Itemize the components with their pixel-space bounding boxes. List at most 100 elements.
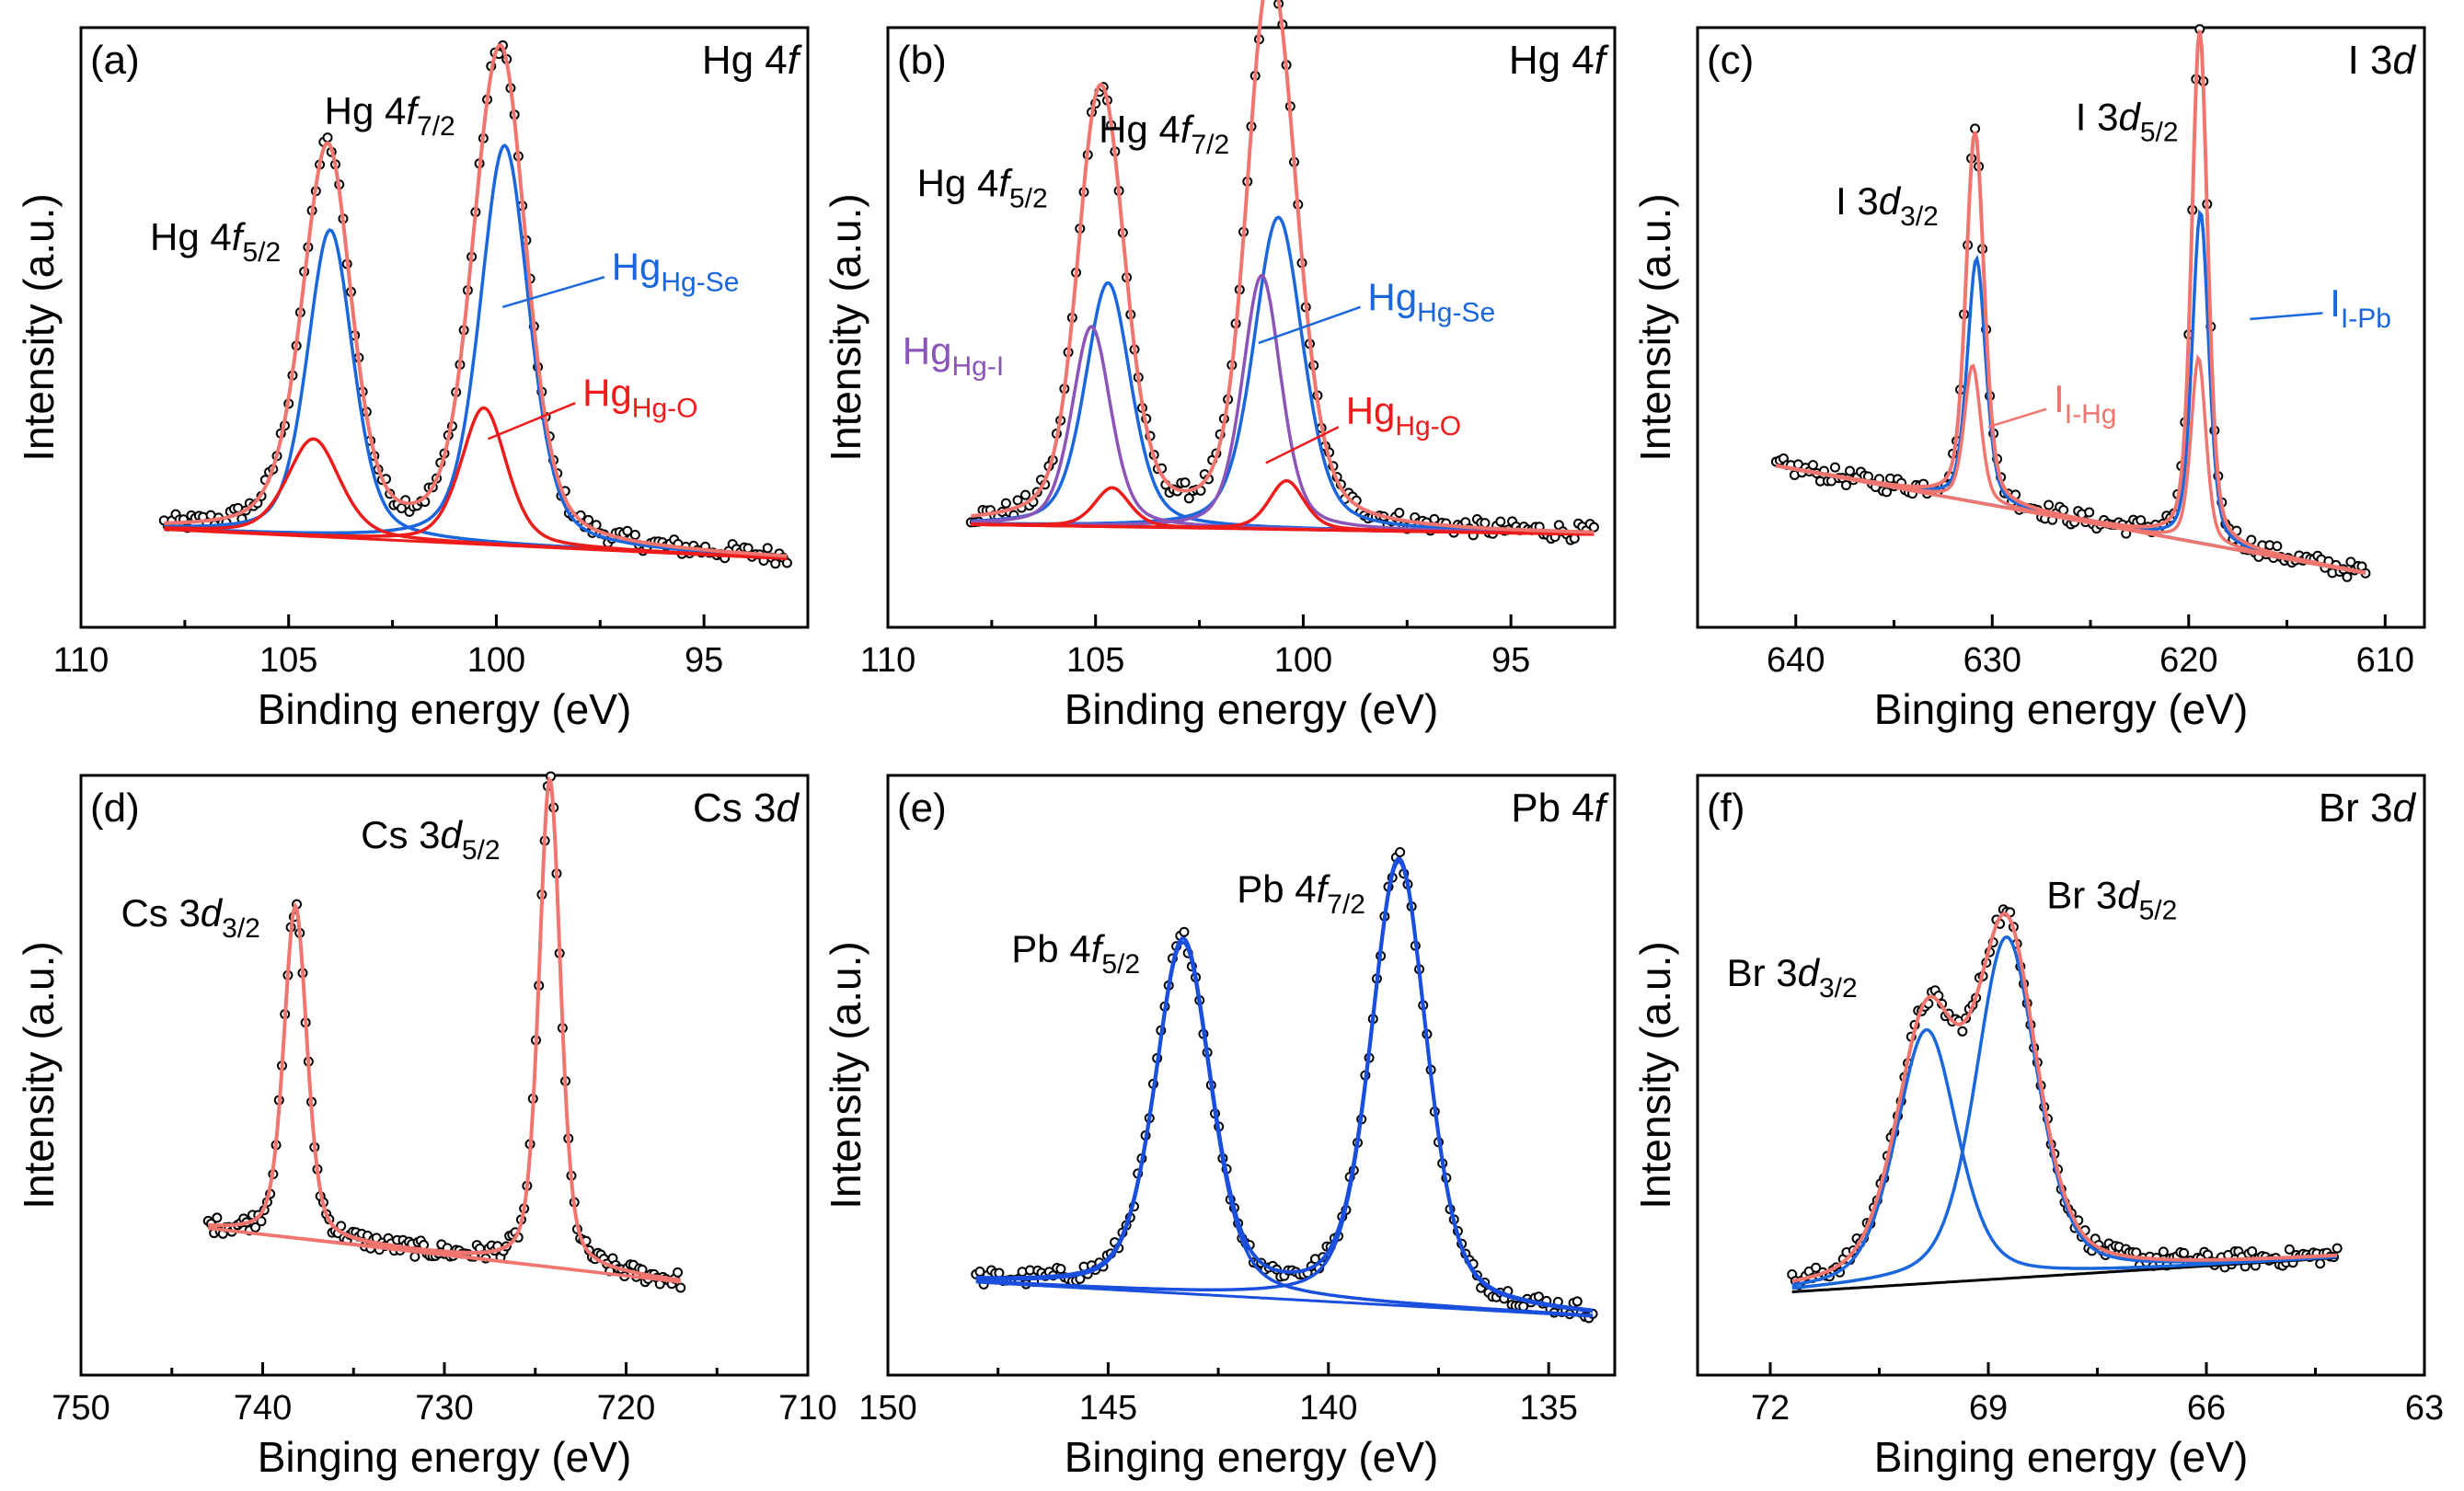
data-point (396, 502, 407, 513)
x-tick-label: 630 (1963, 641, 2021, 680)
data-point (1844, 465, 1855, 476)
x-tick-label: 110 (860, 641, 916, 680)
data-point (2345, 556, 2356, 568)
data-point (2332, 1243, 2343, 1254)
peak-curve (1776, 354, 2366, 575)
panel-letter: (f) (1707, 786, 1745, 831)
x-tick-label: 66 (2187, 1389, 2226, 1428)
x-tick-label: 145 (1079, 1389, 1137, 1428)
data-point (2342, 571, 2353, 582)
data-point (409, 1251, 420, 1262)
data-points (971, 846, 1598, 1324)
peak-curve (971, 324, 1595, 536)
x-tick-label: 730 (415, 1389, 473, 1428)
x-axis-title: Binging energy (eV) (1065, 1433, 1439, 1481)
plot-frame (79, 26, 810, 629)
panel-letter: (d) (90, 786, 140, 831)
data-point (781, 557, 792, 568)
peak-annotation: Hg 4f5/2 (150, 215, 281, 268)
annotation-leader (487, 402, 576, 441)
data-point (1183, 493, 1194, 504)
panel-letter: (c) (1707, 38, 1754, 83)
x-tick-label: 140 (1299, 1389, 1357, 1428)
data-point (1588, 522, 1599, 533)
data-point (2284, 1244, 2295, 1255)
y-axis-title: Intensity (a.u.) (822, 941, 869, 1209)
plot-frame (79, 774, 810, 1377)
data-point (1495, 516, 1506, 527)
data-point (2158, 1246, 2169, 1257)
data-point (1395, 846, 1406, 857)
data-point (675, 1282, 686, 1293)
data-point (1020, 489, 1031, 500)
data-point (629, 529, 640, 540)
x-tick-label: 720 (597, 1389, 655, 1428)
data-points (158, 40, 792, 569)
panel-c: 640 630 620 610 Binging energy (eV) Intensity… (1631, 24, 2426, 733)
data-point (250, 1221, 261, 1233)
peak-curve (1791, 935, 2338, 1290)
data-point (1000, 498, 1011, 509)
data-point (212, 1212, 223, 1223)
y-axis-title: Intensity (a.u.) (1631, 193, 1679, 461)
data-point (1811, 1262, 1822, 1273)
data-point (622, 525, 633, 536)
x-tick-label: 63 (2405, 1389, 2444, 1428)
y-axis-title: Intensity (a.u.) (15, 941, 63, 1209)
peak-curve (164, 406, 788, 560)
peak-annotation: Hg 4f7/2 (325, 89, 455, 142)
annotation-leader (501, 276, 605, 309)
region-label: Hg 4f (1509, 38, 1610, 83)
peak-curve (975, 940, 1594, 1317)
annotation-leader (1258, 305, 1361, 345)
data-point (1179, 926, 1190, 937)
x-tick-label: 69 (1969, 1389, 2008, 1428)
peak-annotation: HgHg-O (1346, 389, 1461, 442)
data-point (2136, 515, 2147, 526)
data-point (1957, 1026, 1968, 1037)
data-points (1787, 904, 2343, 1290)
peak-curve (971, 478, 1595, 536)
panel-letter: (e) (897, 786, 947, 831)
data-point (2084, 507, 2095, 518)
x-axis-title: Binging energy (eV) (1874, 1433, 2249, 1481)
data-point (2272, 541, 2283, 552)
peak-curve (971, 281, 1595, 536)
region-label: I 3d (2348, 38, 2417, 83)
x-axis-title: Binging energy (eV) (1874, 685, 2249, 733)
peak-annotation: Pb 4f7/2 (1237, 867, 1365, 920)
x-tick-label: 95 (685, 641, 723, 680)
region-label: Br 3d (2319, 786, 2417, 831)
x-tick-label: 100 (1274, 641, 1332, 680)
panel-letter: (a) (90, 38, 140, 83)
y-axis-title: Intensity (a.u.) (822, 193, 869, 461)
x-tick-label: 620 (2159, 641, 2217, 680)
peak-annotation: Pb 4f5/2 (1011, 927, 1140, 980)
region-label: Pb 4f (1511, 786, 1610, 831)
peak-annotation: Hg 4f5/2 (917, 161, 1048, 213)
x-axis-title: Binging energy (eV) (258, 1433, 632, 1481)
x-tick-label: 72 (1751, 1389, 1790, 1428)
envelope-curve (975, 856, 1594, 1313)
data-point (1829, 462, 1840, 473)
x-tick-label: 610 (2356, 641, 2414, 680)
x-tick-label: 150 (858, 1389, 916, 1428)
peak-annotation: HgHg-Se (1367, 275, 1495, 327)
peak-curve (1791, 1027, 2338, 1287)
annotation-leader (1265, 426, 1340, 465)
plot-frame (1696, 774, 2426, 1377)
data-point (256, 1216, 267, 1227)
peak-annotation: Br 3d3/2 (1727, 951, 1858, 1004)
data-point (743, 543, 754, 554)
peak-annotation: Br 3d5/2 (2046, 873, 2177, 925)
x-tick-label: 750 (52, 1389, 109, 1428)
data-point (1840, 480, 1851, 491)
data-point (770, 558, 781, 569)
envelope-curve (164, 43, 788, 558)
panel-a: 110 105 100 95 Binding energy (eV) Intensity … (15, 26, 810, 733)
data-point (762, 543, 773, 554)
peak-annotation: HgHg-I (903, 329, 1004, 382)
x-tick-label: 105 (1066, 641, 1124, 680)
x-tick-label: 135 (1519, 1389, 1577, 1428)
